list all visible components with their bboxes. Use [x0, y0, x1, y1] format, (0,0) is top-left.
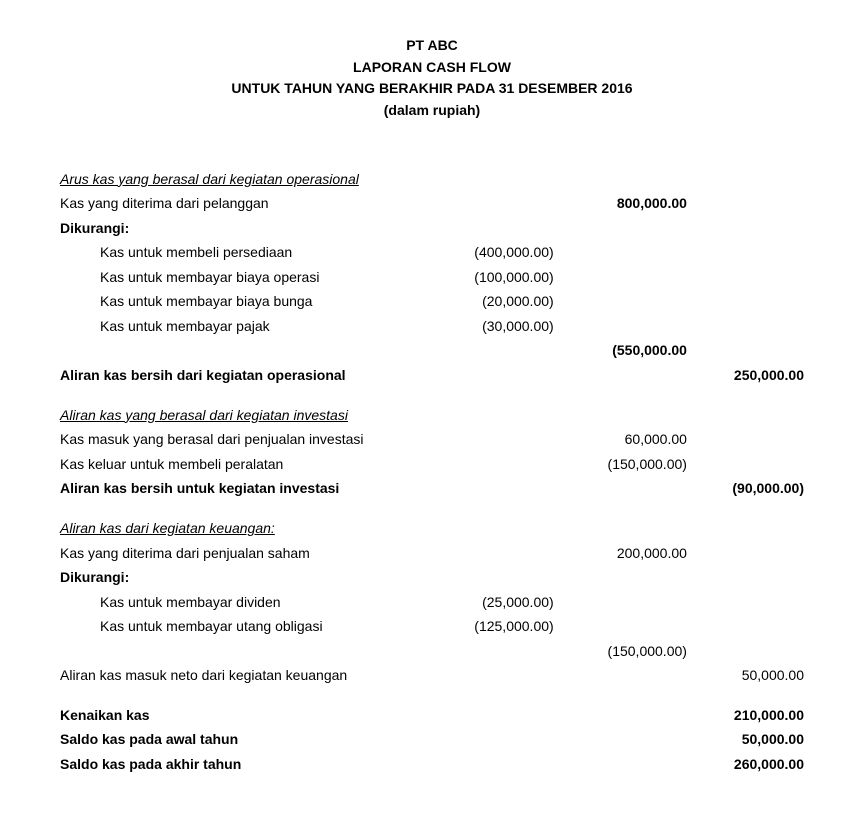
line-label: Kas keluar untuk membeli peralatan	[60, 452, 438, 477]
line-value: 200,000.00	[560, 541, 693, 566]
line-value: (100,000.00)	[438, 265, 560, 290]
net-label: Aliran kas bersih dari kegiatan operasio…	[60, 363, 438, 388]
table-row: Dikurangi:	[60, 216, 804, 241]
table-row: Kas yang diterima dari penjualan saham 2…	[60, 541, 804, 566]
table-row: Dikurangi:	[60, 565, 804, 590]
spacer	[60, 387, 804, 402]
net-label: Aliran kas bersih untuk kegiatan investa…	[60, 476, 438, 501]
header-title: LAPORAN CASH FLOW	[60, 57, 804, 79]
line-value: (400,000.00)	[438, 240, 560, 265]
line-label: Kas untuk membayar pajak	[60, 314, 438, 339]
section-header-financing: Aliran kas dari kegiatan keuangan:	[60, 516, 438, 541]
subtotal-value: (150,000.00)	[560, 639, 693, 664]
line-label: Kas untuk membeli persediaan	[60, 240, 438, 265]
table-row: Kas untuk membeli persediaan (400,000.00…	[60, 240, 804, 265]
section-header-operating: Arus kas yang berasal dari kegiatan oper…	[60, 167, 438, 192]
table-row: Kas untuk membayar pajak (30,000.00)	[60, 314, 804, 339]
table-row: Kas untuk membayar utang obligasi (125,0…	[60, 614, 804, 639]
table-row: Kas untuk membayar biaya bunga (20,000.0…	[60, 289, 804, 314]
summary-value: 260,000.00	[693, 752, 804, 777]
net-label: Aliran kas masuk neto dari kegiatan keua…	[60, 663, 438, 688]
table-row: Kas untuk membayar biaya operasi (100,00…	[60, 265, 804, 290]
table-row: Aliran kas masuk neto dari kegiatan keua…	[60, 663, 804, 688]
subtotal-value: (550,000.00	[560, 338, 693, 363]
line-label: Kas masuk yang berasal dari penjualan in…	[60, 427, 438, 452]
table-row: Arus kas yang berasal dari kegiatan oper…	[60, 167, 804, 192]
line-value: (150,000.00)	[560, 452, 693, 477]
net-value: 50,000.00	[693, 663, 804, 688]
section-header-investing: Aliran kas yang berasal dari kegiatan in…	[60, 403, 438, 428]
report-table: Arus kas yang berasal dari kegiatan oper…	[60, 167, 804, 777]
line-value: (125,000.00)	[438, 614, 560, 639]
spacer	[60, 501, 804, 516]
line-value: 60,000.00	[560, 427, 693, 452]
line-label: Kas yang diterima dari penjualan saham	[60, 541, 438, 566]
line-value: 800,000.00	[560, 191, 693, 216]
table-row: Kas keluar untuk membeli peralatan (150,…	[60, 452, 804, 477]
table-row: Aliran kas bersih untuk kegiatan investa…	[60, 476, 804, 501]
table-row: Aliran kas bersih dari kegiatan operasio…	[60, 363, 804, 388]
net-value: 250,000.00	[693, 363, 804, 388]
summary-label: Saldo kas pada akhir tahun	[60, 752, 438, 777]
table-row: Saldo kas pada akhir tahun 260,000.00	[60, 752, 804, 777]
net-value: (90,000.00)	[693, 476, 804, 501]
dikurangi-label: Dikurangi:	[60, 565, 438, 590]
summary-label: Saldo kas pada awal tahun	[60, 727, 438, 752]
line-value: (30,000.00)	[438, 314, 560, 339]
spacer	[60, 688, 804, 703]
table-row: Kas untuk membayar dividen (25,000.00)	[60, 590, 804, 615]
table-row: (150,000.00)	[60, 639, 804, 664]
summary-value: 50,000.00	[693, 727, 804, 752]
line-label: Kas yang diterima dari pelanggan	[60, 191, 438, 216]
table-row: Kas yang diterima dari pelanggan 800,000…	[60, 191, 804, 216]
line-value: (25,000.00)	[438, 590, 560, 615]
table-row: Aliran kas yang berasal dari kegiatan in…	[60, 403, 804, 428]
line-value: (20,000.00)	[438, 289, 560, 314]
table-row: Kenaikan kas 210,000.00	[60, 703, 804, 728]
line-label: Kas untuk membayar dividen	[60, 590, 438, 615]
header-company: PT ABC	[60, 35, 804, 57]
summary-value: 210,000.00	[693, 703, 804, 728]
cash-flow-report: PT ABC LAPORAN CASH FLOW UNTUK TAHUN YAN…	[0, 0, 849, 816]
summary-label: Kenaikan kas	[60, 703, 438, 728]
dikurangi-label: Dikurangi:	[60, 216, 438, 241]
table-row: Saldo kas pada awal tahun 50,000.00	[60, 727, 804, 752]
line-label: Kas untuk membayar utang obligasi	[60, 614, 438, 639]
table-row: (550,000.00	[60, 338, 804, 363]
header-currency: (dalam rupiah)	[60, 100, 804, 122]
table-row: Aliran kas dari kegiatan keuangan:	[60, 516, 804, 541]
line-label: Kas untuk membayar biaya operasi	[60, 265, 438, 290]
header-period: UNTUK TAHUN YANG BERAKHIR PADA 31 DESEMB…	[60, 78, 804, 100]
table-row: Kas masuk yang berasal dari penjualan in…	[60, 427, 804, 452]
report-header: PT ABC LAPORAN CASH FLOW UNTUK TAHUN YAN…	[60, 35, 804, 122]
line-label: Kas untuk membayar biaya bunga	[60, 289, 438, 314]
